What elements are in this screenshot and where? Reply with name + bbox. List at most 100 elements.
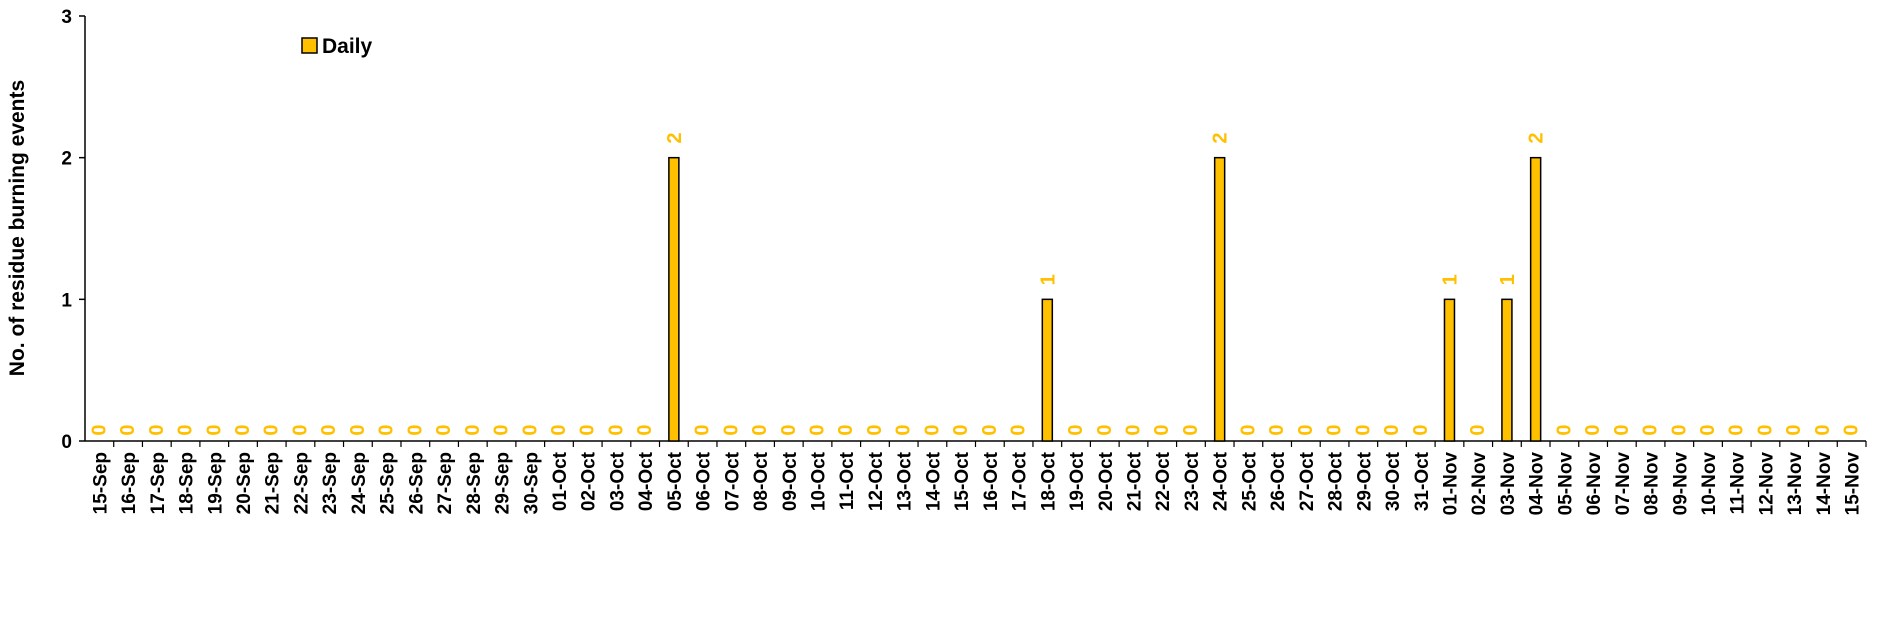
x-tick-label: 25-Oct [1239, 451, 1260, 511]
x-tick-label: 31-Oct [1412, 451, 1433, 511]
x-tick-label: 07-Nov [1613, 452, 1634, 516]
data-label: 0 [519, 424, 541, 435]
x-tick-label: 13-Oct [895, 451, 916, 511]
legend-label-daily: Daily [322, 35, 373, 58]
data-label: 0 [577, 424, 599, 435]
data-label: 0 [1151, 424, 1173, 435]
data-label: 0 [807, 424, 829, 435]
x-tick-label: 21-Sep [263, 452, 284, 514]
bar [1501, 298, 1513, 442]
x-tick-label: 13-Nov [1785, 452, 1806, 516]
data-label: 0 [146, 424, 168, 435]
data-label: 0 [203, 424, 225, 435]
x-tick-label: 08-Oct [751, 451, 772, 511]
x-tick-label: 16-Sep [119, 452, 140, 514]
legend-swatch-daily [301, 37, 318, 54]
data-label: 0 [1640, 424, 1662, 435]
data-label: 0 [232, 424, 254, 435]
x-tick-label: 24-Sep [349, 452, 370, 514]
data-label: 2 [1526, 133, 1548, 144]
y-tick-label: 2 [61, 149, 72, 170]
data-label: 0 [1582, 424, 1604, 435]
x-tick-label: 11-Oct [837, 451, 858, 510]
x-tick-label: 15-Oct [952, 451, 973, 511]
data-label: 0 [1783, 424, 1805, 435]
x-tick-label: 03-Oct [607, 451, 628, 511]
data-label: 0 [605, 424, 627, 435]
x-tick-label: 07-Oct [722, 451, 743, 511]
x-tick-label: 24-Oct [1211, 451, 1232, 511]
data-label: 0 [893, 424, 915, 435]
y-tick-label: 1 [61, 290, 72, 311]
x-tick-label: 27-Oct [1297, 451, 1318, 511]
x-tick-label: 12-Oct [866, 451, 887, 511]
legend: Daily [301, 35, 373, 58]
x-tick-label: 10-Nov [1699, 452, 1720, 516]
data-label: 0 [491, 424, 513, 435]
data-label: 0 [634, 424, 656, 435]
x-tick-label: 23-Sep [320, 452, 341, 514]
x-tick-label: 23-Oct [1182, 451, 1203, 511]
data-label: 0 [950, 424, 972, 435]
data-label: 0 [720, 424, 742, 435]
x-tick-label: 19-Oct [1067, 451, 1088, 511]
x-tick-label: 14-Nov [1814, 452, 1835, 516]
x-tick-label: 08-Nov [1642, 452, 1663, 516]
data-label: 0 [1467, 424, 1489, 435]
x-tick-label: 27-Sep [435, 452, 456, 514]
data-label: 0 [1180, 424, 1202, 435]
data-label: 0 [921, 424, 943, 435]
x-tick-label: 09-Oct [780, 451, 801, 511]
data-label: 0 [1697, 424, 1719, 435]
data-label: 2 [664, 133, 686, 144]
x-tick-label: 11-Nov [1728, 452, 1749, 515]
x-tick-label: 10-Oct [809, 451, 830, 511]
x-tick-label: 06-Nov [1584, 452, 1605, 516]
x-tick-label: 17-Oct [1010, 451, 1031, 511]
data-label: 2 [1210, 133, 1232, 144]
data-label: 0 [1352, 424, 1374, 435]
x-tick-label: 04-Oct [636, 451, 657, 511]
x-tick-label: 18-Sep [177, 452, 198, 514]
x-tick-label: 26-Sep [406, 452, 427, 514]
x-tick-label: 20-Sep [234, 452, 255, 514]
bar [1529, 156, 1542, 442]
data-label: 0 [1295, 424, 1317, 435]
data-label: 0 [778, 424, 800, 435]
x-tick-label: 01-Nov [1440, 452, 1461, 516]
data-label: 0 [835, 424, 857, 435]
data-label: 0 [175, 424, 197, 435]
x-tick-label: 28-Sep [464, 452, 485, 514]
x-tick-label: 02-Oct [579, 451, 600, 511]
data-label: 0 [1726, 424, 1748, 435]
x-tick-label: 29-Sep [493, 452, 514, 514]
bar [1041, 298, 1054, 442]
data-label: 0 [1553, 424, 1575, 435]
y-tick-label: 0 [61, 432, 72, 453]
data-label: 0 [1754, 424, 1776, 435]
x-tick-label: 21-Oct [1124, 451, 1145, 511]
data-label: 0 [1094, 424, 1116, 435]
data-label: 0 [88, 424, 110, 435]
x-tick-label: 28-Oct [1326, 451, 1347, 511]
data-label: 0 [979, 424, 1001, 435]
x-tick-label: 04-Nov [1527, 452, 1548, 516]
x-tick-label: 03-Nov [1498, 452, 1519, 516]
data-label: 0 [1668, 424, 1690, 435]
data-label: 1 [1037, 274, 1059, 285]
x-tick-label: 15-Nov [1843, 452, 1864, 516]
x-tick-label: 09-Nov [1670, 452, 1691, 516]
data-label: 1 [1497, 274, 1519, 285]
x-tick-label: 05-Nov [1555, 452, 1576, 516]
bar [1443, 298, 1456, 442]
x-tick-label: 30-Sep [521, 452, 542, 514]
data-label: 0 [462, 424, 484, 435]
y-tick-label: 3 [61, 7, 72, 28]
x-tick-label: 20-Oct [1096, 451, 1117, 511]
x-tick-label: 29-Oct [1354, 451, 1375, 511]
x-tick-label: 17-Sep [148, 452, 169, 514]
data-label: 0 [1065, 424, 1087, 435]
data-label: 0 [749, 424, 771, 435]
x-tick-label: 16-Oct [981, 451, 1002, 511]
